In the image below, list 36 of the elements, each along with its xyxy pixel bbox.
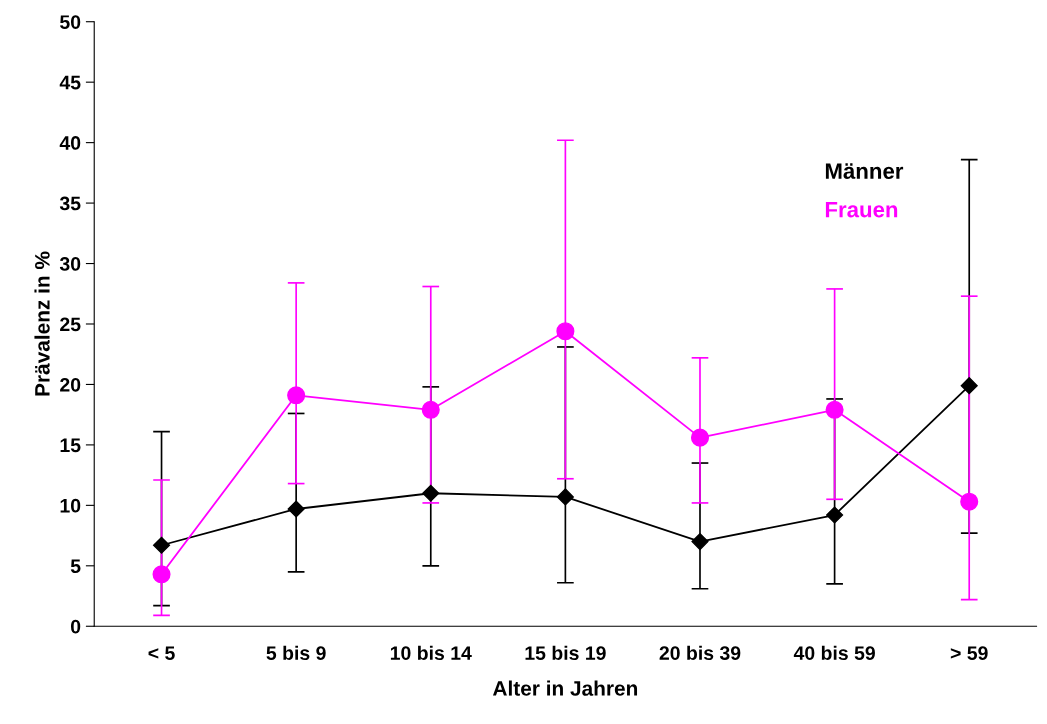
y-axis-title: Prävalenz in % <box>34 251 50 396</box>
x-tick-label: < 5 <box>148 646 175 660</box>
x-tick-label: 10 bis 14 <box>390 645 472 660</box>
point <box>691 533 709 551</box>
y-tick-label: 20 <box>60 377 81 392</box>
x-tick-label: 20 bis 39 <box>659 645 741 661</box>
y-tick-label: 50 <box>60 15 81 29</box>
y-tick-label: 40 <box>59 136 81 150</box>
y-tick-label: 0 <box>70 619 81 634</box>
y-tick-label: 15 <box>60 438 81 453</box>
point <box>287 500 305 518</box>
text: Frauen <box>825 201 898 218</box>
point <box>960 377 978 395</box>
y-tick-label: 30 <box>59 257 81 271</box>
point <box>960 492 979 511</box>
y-tick-label: 35 <box>59 196 81 211</box>
point <box>152 536 171 554</box>
point <box>825 400 844 419</box>
point <box>421 400 440 419</box>
point <box>826 506 844 524</box>
x-tick-label: 40 bis 59 <box>793 645 875 660</box>
y-tick-label: 45 <box>59 75 81 90</box>
point <box>152 565 171 584</box>
point <box>556 488 574 506</box>
x-axis-title: Alter in Jahren <box>492 680 638 696</box>
y-tick-label: 25 <box>60 317 81 332</box>
x-tick-label: 5 bis 9 <box>266 645 326 660</box>
point <box>422 484 440 502</box>
text: Männer <box>825 163 904 179</box>
point <box>690 428 710 447</box>
point <box>556 322 575 341</box>
y-tick-label: 10 <box>60 498 81 513</box>
y-tick-label: 5 <box>70 559 81 574</box>
x-tick-label: > 59 <box>950 646 988 660</box>
x-tick-label: 15 bis 19 <box>525 645 606 660</box>
point <box>287 386 306 405</box>
